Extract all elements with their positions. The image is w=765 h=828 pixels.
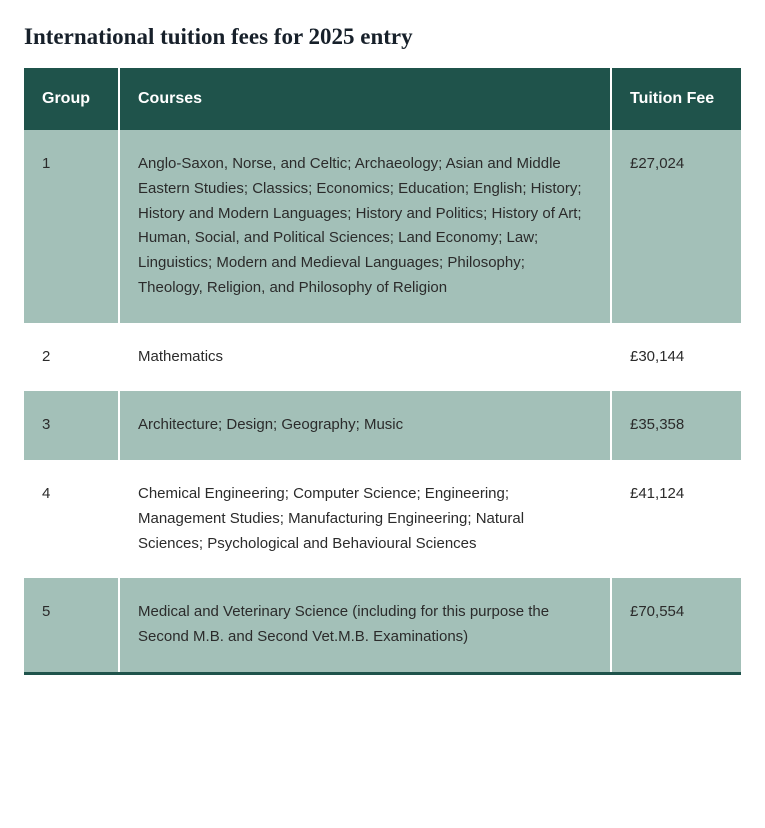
tuition-fees-table: Group Courses Tuition Fee 1 Anglo-Saxon,… [24,68,741,672]
table-row: 2 Mathematics £30,144 [24,323,741,392]
cell-group: 3 [24,391,119,460]
col-header-fee: Tuition Fee [611,68,741,130]
cell-fee: £30,144 [611,323,741,392]
page-title: International tuition fees for 2025 entr… [24,24,741,50]
table-bottom-rule [24,672,741,675]
cell-courses: Chemical Engineering; Computer Science; … [119,460,611,578]
cell-group: 1 [24,130,119,323]
col-header-group: Group [24,68,119,130]
table-row: 3 Architecture; Design; Geography; Music… [24,391,741,460]
cell-group: 5 [24,578,119,672]
cell-group: 2 [24,323,119,392]
cell-courses: Architecture; Design; Geography; Music [119,391,611,460]
table-row: 4 Chemical Engineering; Computer Science… [24,460,741,578]
table-header-row: Group Courses Tuition Fee [24,68,741,130]
cell-group: 4 [24,460,119,578]
cell-courses: Mathematics [119,323,611,392]
cell-fee: £27,024 [611,130,741,323]
table-row: 1 Anglo-Saxon, Norse, and Celtic; Archae… [24,130,741,323]
table-row: 5 Medical and Veterinary Science (includ… [24,578,741,672]
cell-fee: £41,124 [611,460,741,578]
cell-fee: £70,554 [611,578,741,672]
cell-fee: £35,358 [611,391,741,460]
cell-courses: Anglo-Saxon, Norse, and Celtic; Archaeol… [119,130,611,323]
cell-courses: Medical and Veterinary Science (includin… [119,578,611,672]
col-header-courses: Courses [119,68,611,130]
